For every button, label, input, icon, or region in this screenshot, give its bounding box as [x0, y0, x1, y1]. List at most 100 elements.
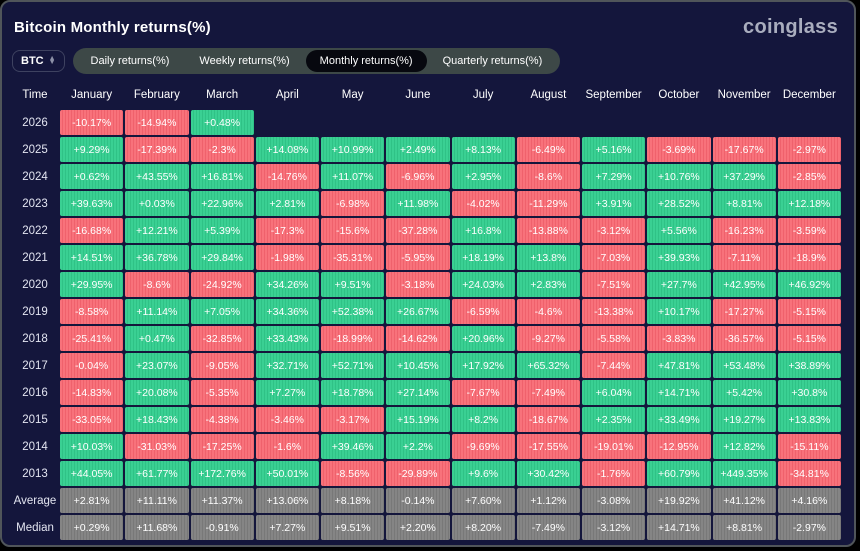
table-row-2023: 2023 +39.63% +0.03% +22.96% +2.81% -6.98% +11.…: [12, 191, 841, 216]
table-row-2017: 2017 -0.04% +23.07% -9.05% +32.71% +52.71% +10…: [12, 353, 841, 378]
row-label: 2020: [22, 278, 48, 291]
table-row-2015: 2015 -33.05% +18.43% -4.38% -3.46% -3.17% +15.…: [12, 407, 841, 432]
return-cell: +10.76%: [647, 164, 711, 189]
return-cell: -10.17%: [60, 110, 124, 135]
empty-cell: [256, 110, 319, 135]
return-cell: -13.88%: [516, 218, 580, 243]
return-cell: -5.15%: [777, 299, 841, 324]
row-label: 2019: [22, 305, 48, 318]
return-cell: +27.7%: [647, 272, 711, 297]
return-cell: -5.35%: [190, 380, 254, 405]
return-cell: -3.69%: [647, 137, 711, 162]
return-cell: -8.56%: [321, 461, 385, 486]
return-cell: +43.55%: [125, 164, 189, 189]
return-cell: +18.78%: [321, 380, 385, 405]
return-cell: +18.19%: [451, 245, 515, 270]
month-header-may: May: [341, 89, 364, 101]
row-label: Median: [16, 521, 54, 534]
tab-quarterly-returns[interactable]: Quarterly returns(%): [442, 55, 543, 67]
return-cell: +53.48%: [712, 353, 776, 378]
return-cell: -3.59%: [777, 218, 841, 243]
return-cell: +8.81%: [712, 515, 776, 540]
return-cell: +15.19%: [386, 407, 450, 432]
table-row-2024: 2024 +0.62% +43.55% +16.81% -14.76% +11.07% -6…: [12, 164, 841, 189]
row-label: 2021: [22, 251, 48, 264]
return-cell: +2.20%: [386, 515, 450, 540]
return-cell: -4.6%: [516, 299, 580, 324]
return-cell: +26.67%: [386, 299, 450, 324]
row-label: 2017: [22, 359, 48, 372]
return-cell: +2.81%: [60, 488, 124, 513]
tab-daily-returns[interactable]: Daily returns(%): [90, 55, 170, 67]
return-cell: -3.18%: [386, 272, 450, 297]
return-cell: +37.29%: [712, 164, 776, 189]
table-row-2018: 2018 -25.41% +0.47% -32.85% +33.43% -18.99% -1…: [12, 326, 841, 351]
row-label: 2023: [22, 197, 48, 210]
return-cell: -7.44%: [582, 353, 646, 378]
row-label: 2018: [22, 332, 48, 345]
month-header-march: March: [206, 89, 239, 101]
row-label: 2015: [22, 413, 48, 426]
return-cell: +8.2%: [451, 407, 515, 432]
return-cell: +29.95%: [60, 272, 124, 297]
return-cell: +0.62%: [60, 164, 124, 189]
coin-selector[interactable]: BTC ▲ ▼: [12, 50, 65, 72]
return-cell: -8.6%: [125, 272, 189, 297]
return-cell: +20.08%: [125, 380, 189, 405]
month-header-october: October: [658, 89, 700, 101]
return-cell: -6.49%: [516, 137, 580, 162]
return-cell: +4.16%: [777, 488, 841, 513]
return-cell: -2.85%: [777, 164, 841, 189]
tab-weekly-returns[interactable]: Weekly returns(%): [199, 55, 290, 67]
table-header-row: Time January February March April May June July…: [12, 84, 841, 108]
return-cell: +14.08%: [255, 137, 319, 162]
return-cell: -5.95%: [386, 245, 450, 270]
return-cell: +7.05%: [190, 299, 254, 324]
return-cell: +24.03%: [451, 272, 515, 297]
tab-monthly-returns[interactable]: Monthly returns(%): [305, 50, 427, 72]
return-cell: -14.76%: [255, 164, 319, 189]
return-cell: +34.36%: [255, 299, 319, 324]
return-cell: +39.46%: [321, 434, 385, 459]
table-row-2021: 2021 +14.51% +36.78% +29.84% -1.98% -35.31% -5…: [12, 245, 841, 270]
return-cell: -6.96%: [386, 164, 450, 189]
return-cell: +11.07%: [321, 164, 385, 189]
empty-cell: [582, 110, 645, 135]
return-cell: -12.95%: [647, 434, 711, 459]
return-cell: -5.58%: [582, 326, 646, 351]
table-row-average: Average +2.81% +11.11% +11.37% +13.06% +8.18%…: [12, 488, 841, 513]
page-title: Bitcoin Monthly returns(%): [14, 19, 211, 36]
return-cell: +33.49%: [647, 407, 711, 432]
return-cell: +12.21%: [125, 218, 189, 243]
month-header-april: April: [275, 89, 299, 101]
return-cell: -24.92%: [190, 272, 254, 297]
return-cell: -9.05%: [190, 353, 254, 378]
return-cell: +27.14%: [386, 380, 450, 405]
return-cell: +33.43%: [255, 326, 319, 351]
return-cell: -17.27%: [712, 299, 776, 324]
return-cell: -1.98%: [255, 245, 319, 270]
return-cell: -5.15%: [777, 326, 841, 351]
return-cell: +449.35%: [712, 461, 776, 486]
empty-cell: [517, 110, 580, 135]
return-cell: +9.51%: [321, 272, 385, 297]
return-cell: +41.12%: [712, 488, 776, 513]
return-cell: +8.18%: [321, 488, 385, 513]
return-cell: +11.98%: [386, 191, 450, 216]
return-cell: -18.9%: [777, 245, 841, 270]
return-cell: -15.6%: [321, 218, 385, 243]
return-cell: +2.83%: [516, 272, 580, 297]
coinglass-logo: coinglass: [743, 16, 838, 38]
return-cell: -13.38%: [582, 299, 646, 324]
return-cell: -17.25%: [190, 434, 254, 459]
return-cell: +13.8%: [516, 245, 580, 270]
return-cell: -9.69%: [451, 434, 515, 459]
return-cell: -14.83%: [60, 380, 124, 405]
return-cell: +5.42%: [712, 380, 776, 405]
table-row-2014: 2014 +10.03% -31.03% -17.25% -1.6% +39.46% +2.…: [12, 434, 841, 459]
return-cell: +61.77%: [125, 461, 189, 486]
empty-cell: [647, 110, 710, 135]
return-cell: +0.03%: [125, 191, 189, 216]
return-cell: +0.47%: [125, 326, 189, 351]
